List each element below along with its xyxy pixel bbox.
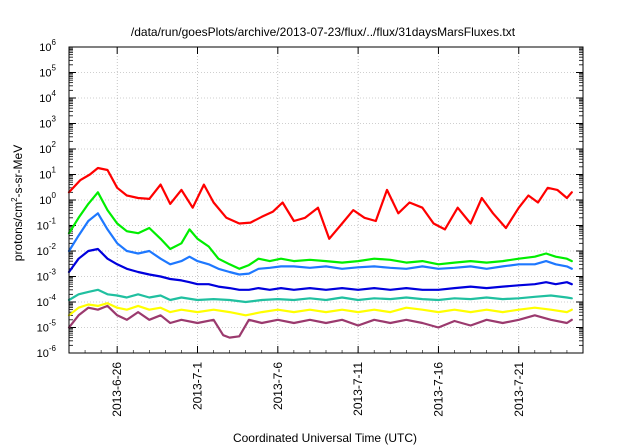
series-line xyxy=(67,302,573,317)
y-tick-label: 10-1 xyxy=(37,217,57,233)
x-tick-label: 2013-7-11 xyxy=(351,362,365,416)
y-tick-label: 10-4 xyxy=(37,293,57,309)
y-axis-label-suffix: -s-sr-MeV xyxy=(11,145,25,198)
y-tick-label: 100 xyxy=(39,191,56,207)
series-line xyxy=(67,166,573,240)
x-tick-label: 2013-7-1 xyxy=(191,362,205,410)
data-series xyxy=(67,166,573,339)
grid xyxy=(69,47,583,353)
y-tick-label: 106 xyxy=(39,38,56,54)
series-line xyxy=(67,212,573,276)
chart-title: /data/run/goesPlots/archive/2013-07-23/f… xyxy=(131,25,516,39)
plot-frame xyxy=(68,46,584,354)
y-tick-label: 10-5 xyxy=(37,319,57,335)
series-line xyxy=(67,191,573,270)
x-axis-label: Coordinated Universal Time (UTC) xyxy=(233,431,417,445)
x-tick-label: 2013-6-26 xyxy=(110,362,124,417)
x-tick-label: 2013-7-16 xyxy=(431,362,445,417)
y-tick-label: 103 xyxy=(39,115,56,131)
axes: 10-6 10-5 10-4 10-3 10-2 10-1 100 101 102 103 104 1… xyxy=(37,38,583,417)
y-axis-label-prefix: protons/cm xyxy=(11,202,25,261)
series-line xyxy=(67,288,573,304)
y-tick-label: 10-6 xyxy=(37,344,57,360)
y-axis-label: protons/cm2-s-sr-MeV xyxy=(10,145,25,261)
y-tick-label: 10-3 xyxy=(37,268,57,284)
y-axis-label-superscript: 2 xyxy=(10,197,19,202)
y-tick-label: 105 xyxy=(39,64,56,80)
y-tick-label: 101 xyxy=(39,166,56,182)
series-line xyxy=(67,304,573,339)
y-tick-label: 104 xyxy=(39,89,56,105)
x-tick-label: 2013-7-21 xyxy=(512,362,526,417)
y-tick-label: 102 xyxy=(39,140,56,156)
series-line xyxy=(67,247,573,291)
x-tick-label: 2013-7-6 xyxy=(271,362,285,410)
y-tick-label: 10-2 xyxy=(37,242,57,258)
